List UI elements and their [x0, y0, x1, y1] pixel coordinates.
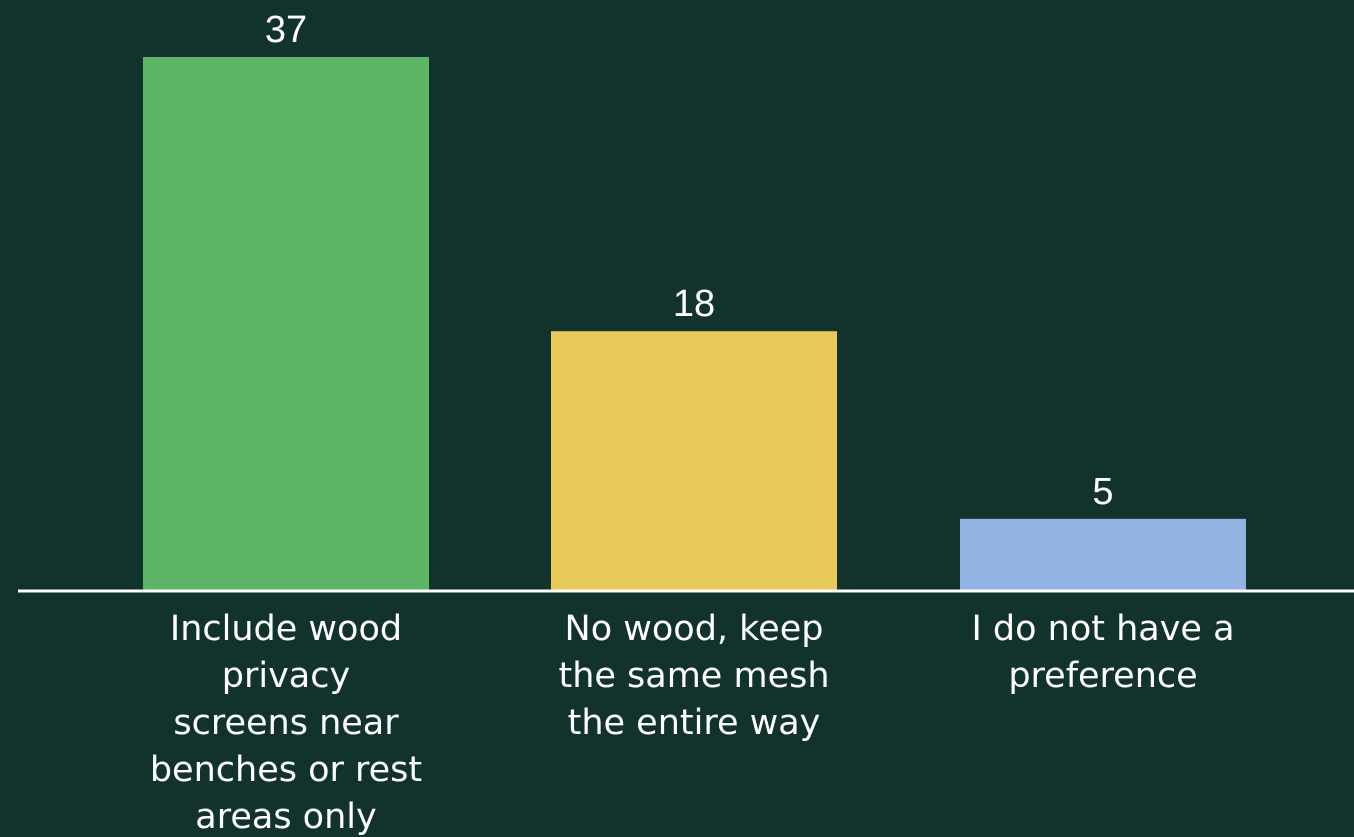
category-label-line: Include wood — [170, 609, 402, 649]
bar-3 — [960, 518, 1246, 591]
category-label-line: benches or rest — [150, 750, 422, 790]
bar-value-label-3: 5 — [1092, 471, 1113, 513]
bars-layer — [143, 57, 1246, 591]
category-label-line: the entire way — [568, 703, 821, 743]
bar-1 — [143, 57, 429, 591]
bar-value-label-1: 37 — [265, 9, 307, 51]
category-label-line: screens near — [173, 703, 399, 743]
category-label-line: the same mesh — [558, 656, 829, 696]
category-label-line: No wood, keep — [565, 609, 824, 649]
category-label-line: areas only — [195, 797, 376, 837]
labels-layer: 37 Include wood privacy screens near benches… — [150, 9, 1235, 837]
category-label-2: No wood, keep the same mesh the entire way — [558, 609, 829, 743]
category-label-3: I do not have a preference — [971, 609, 1234, 696]
category-label-1: Include wood privacy screens near benches o… — [150, 609, 422, 837]
category-label-line: privacy — [222, 656, 350, 696]
bar-2 — [551, 331, 837, 591]
bar-value-label-2: 18 — [673, 283, 715, 325]
category-label-line: I do not have a — [971, 609, 1234, 649]
category-label-line: preference — [1008, 656, 1197, 696]
